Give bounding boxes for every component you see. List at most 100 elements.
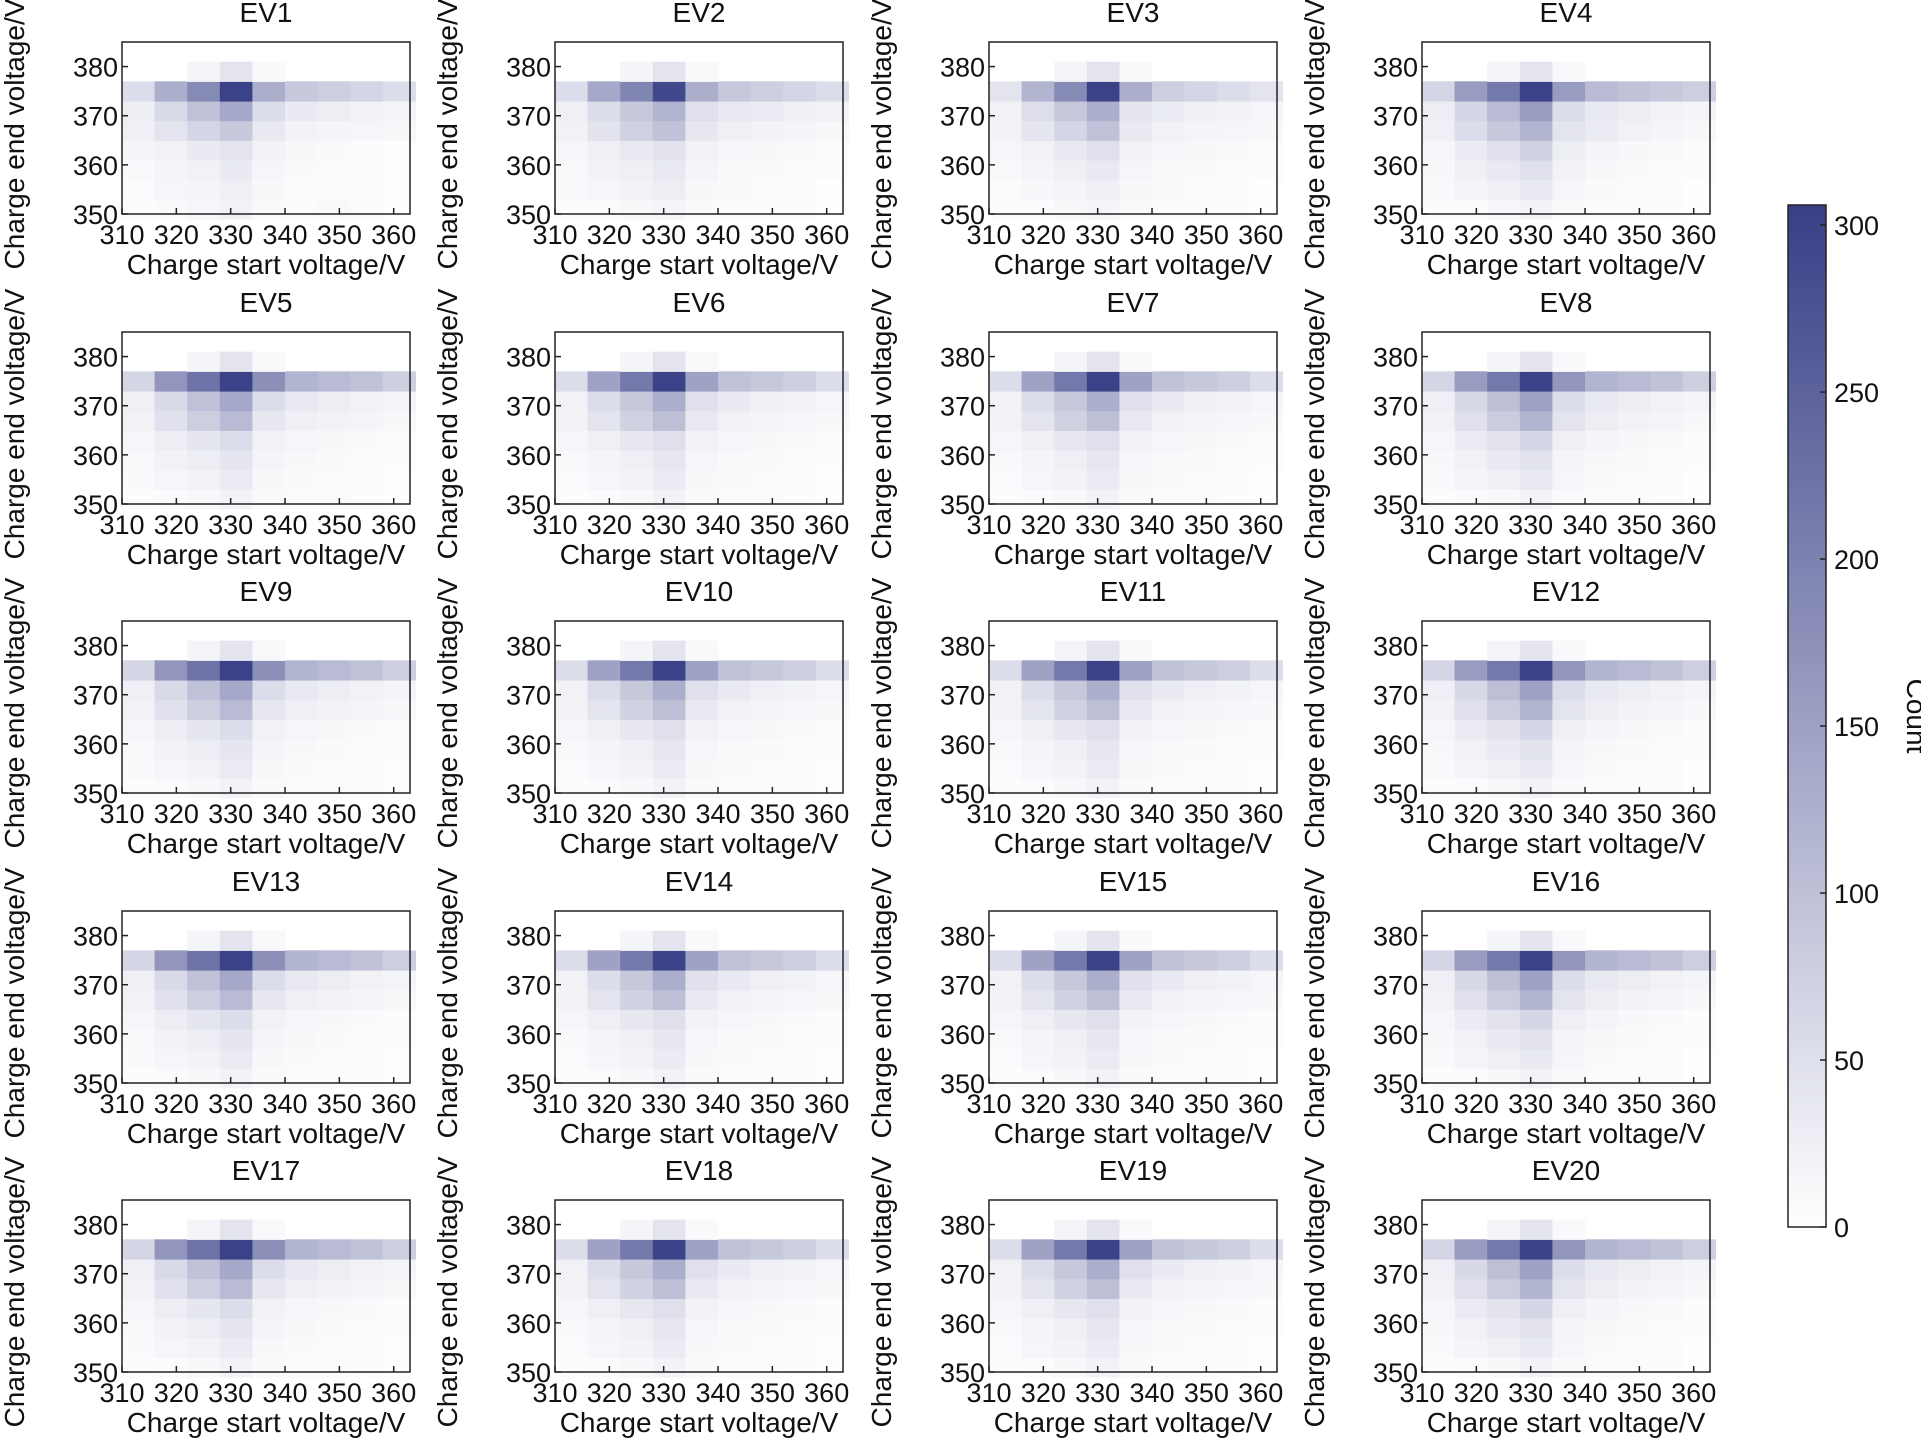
heatmap-cell [1519, 1298, 1554, 1319]
y-tick-label: 350 [73, 779, 118, 809]
plot-frame [988, 41, 1278, 215]
heatmap-cell [350, 430, 384, 451]
x-tick-label: 330 [1508, 510, 1553, 540]
heatmap-cell [1184, 1337, 1218, 1358]
heatmap-cell [652, 489, 687, 510]
heatmap-cell [1487, 100, 1521, 122]
heatmap-cell [620, 469, 654, 490]
y-tick-label: 370 [940, 1260, 985, 1290]
heatmap-cell [555, 989, 589, 1010]
heatmap-cells [1422, 61, 1717, 220]
heatmap-cell [1552, 1048, 1586, 1069]
heatmap-cell [1487, 61, 1521, 82]
heatmap-cell [750, 1068, 784, 1089]
heatmap-cell [350, 489, 384, 510]
heatmap-cell [815, 660, 850, 681]
panel-title: EV6 [673, 287, 726, 318]
plot-frame [554, 1199, 844, 1373]
heatmap-cell [1249, 679, 1284, 701]
heatmap-cell [285, 719, 319, 740]
heatmap-cell [1021, 390, 1055, 412]
heatmap-cell [317, 159, 351, 181]
heatmap-cell [1682, 159, 1717, 181]
y-axis-label: Charge end voltage/V [0, 577, 30, 848]
heatmap-cell [1054, 719, 1088, 740]
x-tick-label: 320 [1021, 220, 1066, 250]
heatmap-cell [587, 469, 621, 490]
heatmap-cell [1454, 758, 1488, 779]
heatmap-cell [219, 100, 254, 122]
heatmap-cell [219, 199, 254, 220]
panel-ev13: 310 320 330 340 350 360350360370380EV13Charge… [0, 866, 416, 1149]
heatmap-cell [1086, 758, 1121, 779]
heatmap-cell [815, 199, 850, 220]
heatmap-cells [555, 930, 850, 1089]
heatmap-cell [1119, 81, 1153, 102]
heatmap-cell [1487, 1258, 1521, 1280]
heatmap-cell [750, 969, 784, 991]
heatmap-cell [1682, 81, 1717, 102]
heatmap-cell [317, 140, 351, 161]
heatmap-cell [1422, 449, 1456, 471]
heatmap-cell [317, 1009, 351, 1030]
heatmap-cell [1552, 778, 1586, 799]
heatmap-cell [555, 371, 589, 392]
heatmap-cell [652, 1258, 687, 1280]
heatmap-cell [1054, 61, 1088, 82]
y-tick-label: 380 [1373, 343, 1418, 373]
heatmap-cell [620, 140, 654, 161]
heatmap-cell [350, 989, 384, 1010]
heatmap-cell [783, 719, 817, 740]
heatmap-cell [1552, 159, 1586, 181]
y-tick-label: 370 [940, 102, 985, 132]
heatmap-cell [989, 660, 1023, 681]
heatmap-cell [587, 1239, 621, 1260]
heatmap-cell [350, 371, 384, 392]
heatmap-cell [815, 489, 850, 510]
heatmap-cell [1454, 989, 1488, 1010]
heatmap-cell [1422, 1009, 1456, 1030]
heatmap-cell [587, 390, 621, 412]
heatmap-cell [1021, 120, 1055, 141]
heatmap-cell [783, 469, 817, 490]
x-tick-label: 340 [695, 510, 740, 540]
y-tick-label: 370 [940, 392, 985, 422]
heatmap-cell [1152, 778, 1186, 799]
heatmap-cell [587, 679, 621, 701]
y-tick-label: 380 [73, 1211, 118, 1241]
y-tick-label: 360 [940, 441, 985, 471]
heatmap-cell [685, 660, 719, 681]
heatmap-cell [1086, 140, 1121, 161]
heatmap-cell [783, 1258, 817, 1280]
heatmap-cell [350, 679, 384, 701]
heatmap-cell [1487, 410, 1521, 431]
heatmap-cell [219, 1337, 254, 1358]
heatmap-cell [587, 140, 621, 161]
heatmap-cells [989, 1219, 1284, 1378]
heatmap-cell [1650, 1258, 1684, 1280]
heatmap-cell [1249, 1357, 1284, 1378]
heatmap-cell [122, 1357, 156, 1378]
x-tick-label: 310 [966, 1089, 1011, 1119]
heatmap-cell [382, 758, 417, 779]
heatmap-cell [1086, 1239, 1121, 1260]
heatmap-cell [1086, 100, 1121, 122]
heatmap-cell [1585, 371, 1619, 392]
heatmap-cell [1119, 1357, 1153, 1378]
heatmap-cell [1519, 1028, 1554, 1050]
y-tick-label: 380 [940, 632, 985, 662]
y-axis-label: Charge end voltage/V [0, 1156, 30, 1427]
heatmap-cell [1249, 699, 1284, 720]
heatmap-cell [750, 699, 784, 720]
heatmap-cell [1184, 469, 1218, 490]
x-axis-label: Charge start voltage/V [1427, 249, 1706, 280]
heatmap-cell [1021, 371, 1055, 392]
heatmap-cell [1552, 351, 1586, 372]
heatmap-cell [1454, 449, 1488, 471]
heatmap-cell [1217, 410, 1251, 431]
heatmap-cell [285, 1028, 319, 1050]
x-tick-label: 360 [1671, 220, 1716, 250]
heatmap-cell [1682, 371, 1717, 392]
heatmap-cell [187, 140, 221, 161]
heatmap-cell [652, 1009, 687, 1030]
